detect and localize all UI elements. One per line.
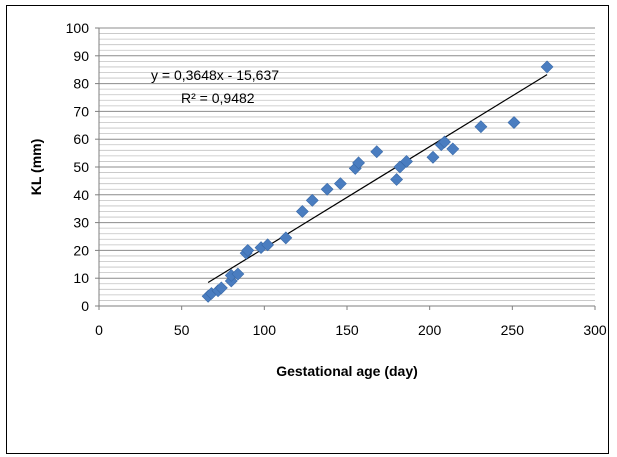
data-point	[279, 231, 293, 245]
data-point	[241, 243, 255, 257]
scatter-chart: 0 10 20 30 40 50 60 70 80 90 100 0 50 100 150 200 250 30…	[28, 20, 607, 379]
data-point	[333, 177, 347, 191]
data-point	[474, 120, 488, 134]
x-tick-label: 100	[253, 322, 277, 338]
data-point	[400, 155, 413, 168]
y-tick-label: 60	[73, 131, 89, 147]
x-tick-label: 150	[335, 322, 359, 338]
data-point	[214, 281, 228, 295]
y-tick-label: 40	[73, 187, 89, 203]
r-squared-label: R² = 0,9482	[181, 90, 255, 106]
data-point	[438, 135, 451, 149]
y-tick-label: 10	[73, 270, 89, 286]
data-points	[201, 60, 554, 303]
data-point	[231, 267, 245, 281]
data-point	[261, 238, 275, 252]
y-tick-label: 70	[73, 103, 89, 119]
x-tick-label: 50	[174, 322, 190, 338]
chart-frame: 0 10 20 30 40 50 60 70 80 90 100 0 50 100 150 200 250 30…	[6, 5, 609, 454]
y-tick-label: 50	[73, 159, 89, 175]
y-tick-label: 100	[66, 20, 90, 36]
data-point	[305, 193, 319, 207]
x-tick-label: 200	[418, 322, 442, 338]
x-tick-label: 300	[583, 322, 607, 338]
data-point	[295, 205, 309, 218]
y-tick-label: 80	[73, 76, 89, 92]
trendline-equation: y = 0,3648x - 15,637	[151, 67, 279, 83]
x-axis-title: Gestational age (day)	[276, 363, 418, 379]
axes	[95, 27, 596, 310]
data-point	[426, 150, 440, 164]
y-axis-title: KL (mm)	[28, 139, 44, 196]
y-tick-label: 20	[73, 242, 89, 258]
x-tick-label: 0	[95, 322, 103, 338]
data-point	[352, 156, 365, 170]
data-point	[540, 60, 554, 74]
data-point	[446, 142, 460, 156]
y-tick-label: 30	[73, 215, 89, 231]
x-tick-labels: 0 50 100 150 200 250 300	[95, 322, 607, 338]
y-tick-label: 90	[73, 48, 89, 64]
data-point	[507, 116, 521, 129]
y-tick-labels: 0 10 20 30 40 50 60 70 80 90 100	[66, 20, 90, 314]
y-tick-label: 0	[81, 298, 89, 314]
data-point	[370, 145, 384, 159]
data-point	[320, 182, 334, 196]
x-tick-label: 250	[501, 322, 525, 338]
gridlines	[99, 27, 595, 301]
data-point	[390, 173, 404, 186]
